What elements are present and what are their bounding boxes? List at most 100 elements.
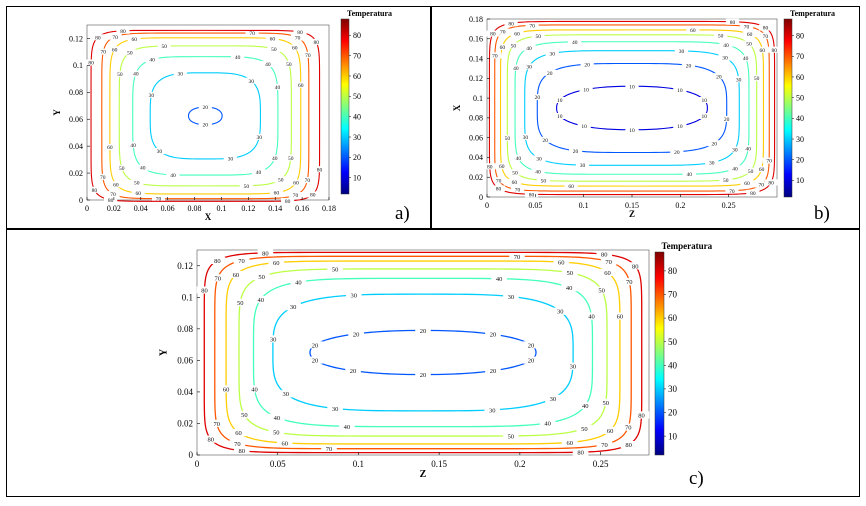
contour-label-a-30: 30: [178, 72, 184, 78]
contour-label-bg: [233, 256, 250, 265]
colorbar-tick-label-b: 60: [796, 73, 804, 82]
colorbar-tick-label-b: 70: [796, 52, 804, 61]
contour-label-bg: [285, 303, 301, 311]
colorbar-tick-label-c: 30: [668, 384, 678, 394]
contour-label-c-70: 70: [605, 259, 612, 266]
contour-line-a-60: [109, 37, 302, 195]
contour-label-bg: [508, 169, 522, 176]
colorbar-tick-label-a: 60: [353, 72, 361, 81]
contour-label-bg: [530, 94, 544, 101]
contour-label-bg: [348, 330, 364, 338]
contour-label-b-10: 10: [629, 84, 635, 90]
contour-label-bg: [151, 195, 166, 202]
contour-label-a-80: 80: [310, 193, 316, 199]
x-tick-label-c: 0.2: [514, 459, 525, 469]
contour-label-c-20: 20: [312, 342, 319, 349]
contour-label-c-40: 40: [582, 403, 589, 410]
contour-label-b-80: 80: [750, 191, 756, 197]
contour-label-b-50: 50: [535, 34, 541, 40]
contour-label-b-60: 60: [690, 28, 696, 34]
contour-label-c-20: 20: [528, 358, 535, 365]
contour-label-bg: [281, 197, 295, 204]
contour-label-a-50: 50: [278, 177, 284, 183]
y-axis-label-c: Y: [158, 348, 169, 356]
contour-label-bg: [523, 341, 539, 349]
contour-label-bg: [725, 18, 740, 25]
colorbar-tick-label-a: 20: [353, 153, 361, 162]
contour-label-bg: [697, 97, 711, 104]
contour-label-c-30: 30: [332, 406, 339, 413]
contour-label-b-40: 40: [516, 156, 522, 162]
contour-chart-a: 20 20 30 30 30 30 30 30 40 40 40 40 40 40 40 40 40 40 50 50…: [52, 9, 410, 224]
contour-label-b-40: 40: [743, 56, 749, 62]
contour-label-b-70: 70: [515, 188, 521, 194]
contour-label-bg: [289, 179, 303, 186]
contour-label-c-40: 40: [257, 297, 264, 304]
y-tick-label-a: 0.08: [69, 88, 83, 97]
contour-label-c-50: 50: [258, 274, 265, 281]
colorbar-tick-label-a: 50: [353, 92, 361, 101]
contour-label-a-30: 30: [248, 79, 254, 85]
contour-label-b-80: 80: [768, 180, 774, 186]
x-axis-label-c: Z: [420, 469, 427, 480]
contour-label-bg: [719, 176, 733, 184]
contour-label-bg: [621, 278, 638, 286]
contour-label-bg: [228, 270, 244, 279]
contour-label-bg: [596, 250, 613, 258]
colorbar-title-c: Temperatura: [662, 241, 713, 251]
contour-label-b-60: 60: [760, 48, 766, 54]
colorbar-tick-label-b: 20: [796, 156, 804, 165]
contour-label-bg: [593, 286, 610, 294]
contour-label-b-10: 10: [557, 98, 563, 104]
contour-label-a-20: 20: [203, 123, 209, 129]
contour-label-b-60: 60: [747, 32, 753, 38]
contour-label-bg: [707, 140, 721, 147]
contour-label-bg: [755, 166, 769, 173]
contour-label-b-10: 10: [583, 88, 589, 94]
y-tick-label-c: 0.08: [177, 324, 193, 334]
y-tick-label-b: 0.18: [469, 15, 483, 24]
colorbar-title-b: Temperatura: [790, 9, 835, 18]
contour-label-bg: [115, 164, 129, 172]
contour-label-a-70: 70: [112, 35, 118, 41]
contour-label-bg: [596, 440, 613, 449]
contour-label-a-40: 40: [133, 72, 139, 78]
colorbar-tick-label-a: 40: [353, 112, 361, 121]
contour-label-bg: [510, 30, 524, 37]
contour-label-bg: [129, 70, 143, 77]
contour-label-c-80: 80: [262, 250, 269, 257]
contour-label-bg: [196, 286, 213, 294]
contour-label-b-10: 10: [701, 98, 707, 104]
contour-label-bg: [415, 326, 431, 334]
contour-label-bg: [253, 273, 270, 281]
contour-label-bg: [251, 169, 266, 176]
contour-label-c-80: 80: [207, 437, 214, 444]
contour-line-c-20: [309, 329, 537, 376]
contour-label-bg: [265, 35, 279, 42]
contour-label-bg: [697, 112, 711, 119]
contour-label-bg: [744, 167, 758, 174]
contour-label-c-80: 80: [577, 450, 584, 457]
contour-label-bg: [536, 177, 551, 184]
contour-label-c-60: 60: [233, 272, 240, 279]
contour-label-bg: [103, 143, 117, 150]
contour-label-bg: [506, 42, 520, 49]
contour-label-bg: [307, 341, 323, 349]
contour-label-bg: [208, 419, 225, 427]
contour-label-a-30: 30: [149, 93, 155, 99]
contour-label-c-30: 30: [290, 304, 297, 311]
contour-label-bg: [673, 86, 687, 93]
contour-label-a-70: 70: [110, 192, 116, 198]
colorbar-tick-label-b: 40: [796, 114, 804, 123]
y-tick-label-b: 0.04: [469, 153, 483, 162]
contour-label-a-80: 80: [285, 199, 291, 205]
contour-label-bg: [681, 62, 696, 69]
contour-label-bg: [686, 26, 700, 33]
y-tick-label-a: 0.12: [69, 34, 83, 43]
contour-label-bg: [518, 133, 532, 140]
y-tick-label-c: 0.02: [177, 419, 193, 429]
contour-label-c-80: 80: [201, 287, 208, 294]
contour-label-c-60: 60: [617, 314, 624, 321]
contour-label-a-60: 60: [136, 191, 142, 197]
contour-label-bg: [130, 179, 144, 186]
